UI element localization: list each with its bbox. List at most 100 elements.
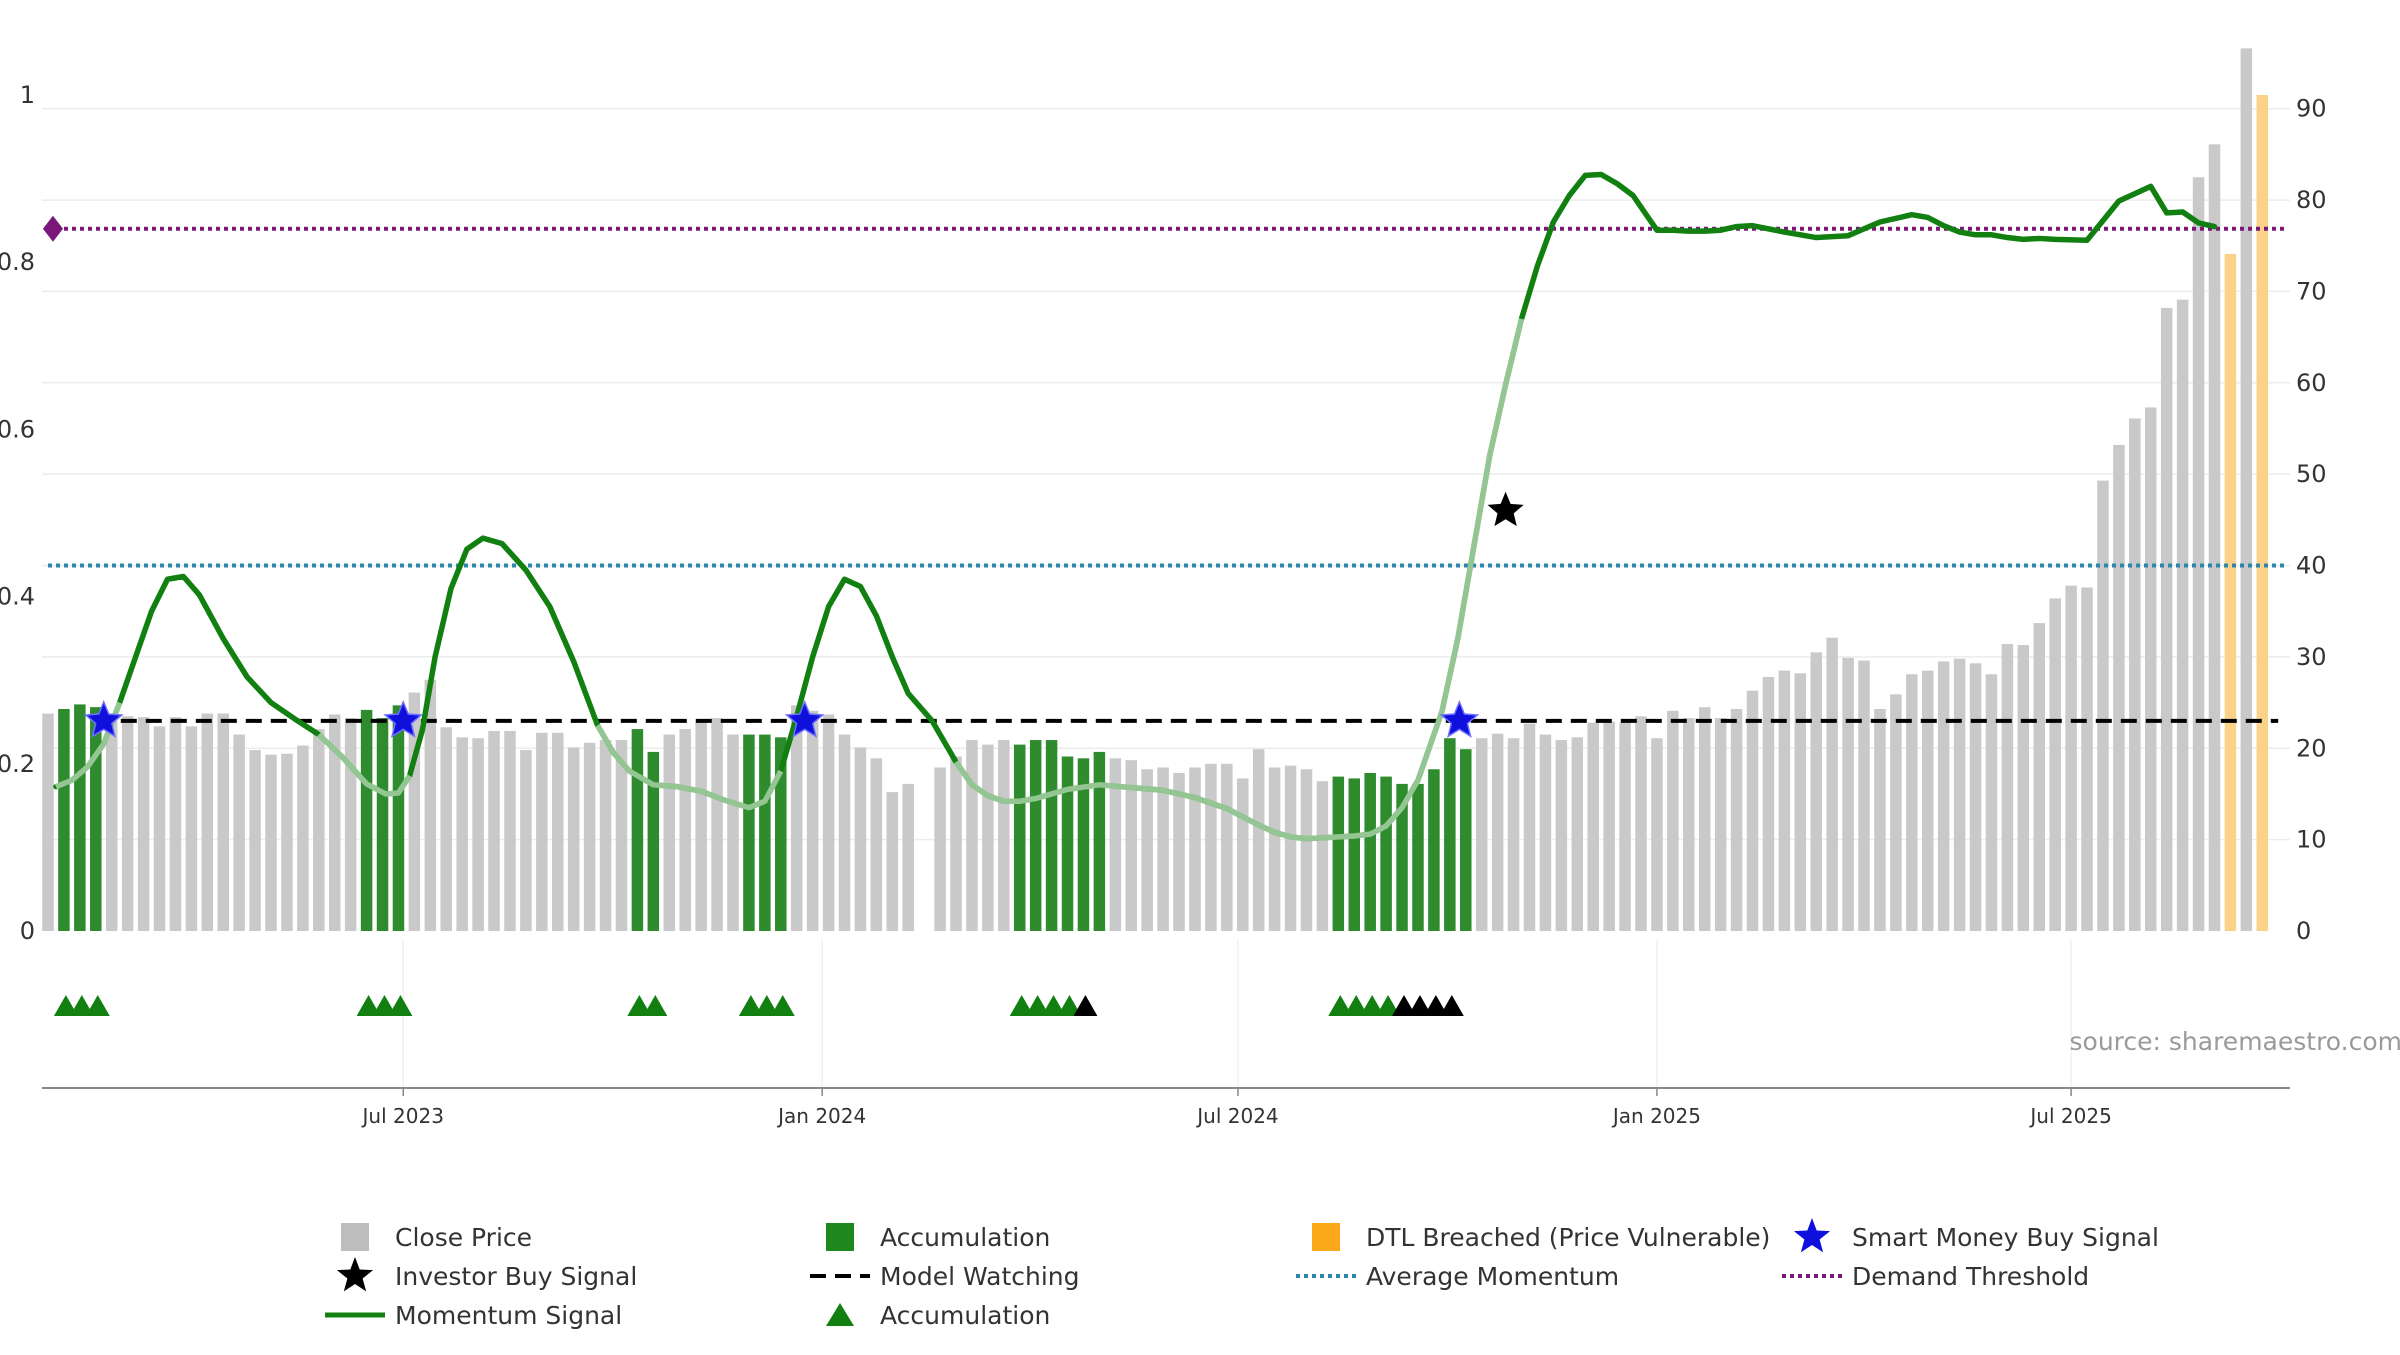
close-price-bar [1285,766,1297,931]
accumulation-bar [648,752,660,931]
legend-item: Close Price [341,1223,532,1252]
close-price-bar [982,745,994,931]
investor-buy-star [1488,492,1524,526]
legend-swatch-star [1794,1218,1830,1252]
close-price-bar [1826,638,1838,931]
accumulation-bar [1364,773,1376,931]
x-axis-tick-label: Jan 2025 [1611,1104,1701,1128]
close-price-bar [902,784,914,931]
close-price-bar [1922,671,1934,931]
close-price-bar [552,733,564,931]
close-price-bar [42,714,54,931]
close-price-bar [1747,691,1759,931]
left-axis-tick-label: 1 [20,81,35,109]
close-price-bar [2145,407,2157,931]
close-price-bar [855,747,867,931]
accumulation-bar [74,704,86,931]
legend-label: Investor Buy Signal [395,1262,637,1291]
close-price-bar [2161,308,2173,931]
close-price-bar [1699,707,1711,931]
dtl-breached-bar [2257,95,2269,931]
close-price-bar [1906,674,1918,931]
right-axis-tick-label: 10 [2296,826,2327,854]
smart-money-buy-star [1441,702,1477,736]
close-price-bar [1205,764,1217,931]
close-price-bar [2034,623,2046,931]
close-price-bar [122,716,133,931]
close-price-bar [1237,778,1249,931]
accumulation-triangle [643,995,667,1016]
legend-label: DTL Breached (Price Vulnerable) [1366,1223,1770,1252]
close-price-bar [488,731,500,931]
legend-item: Momentum Signal [325,1301,622,1330]
close-price-bar [839,735,851,931]
legend-item: Investor Buy Signal [337,1257,637,1291]
close-price-bar [441,727,453,931]
close-price-bar [934,767,946,931]
legend-swatch-square [826,1223,854,1251]
close-price-bar [679,729,691,931]
close-price-bar [456,737,468,931]
close-price-bar [1189,767,1201,931]
close-price-bar [711,718,723,931]
close-price-bar [1858,661,1870,931]
accumulation-bar [1428,769,1440,931]
bars [42,48,2268,931]
close-price-bar [1317,781,1329,931]
close-price-bar [1556,740,1568,931]
accumulation-bar [90,707,102,931]
close-price-bar [2129,418,2141,931]
accumulation-bar [1030,740,1042,931]
close-price-bar [265,755,277,931]
close-price-bar [1970,663,1982,931]
right-axis-tick-label: 40 [2296,552,2327,580]
close-price-bar [1492,734,1504,931]
close-price-bar [1619,723,1631,931]
legend-label: Accumulation [880,1301,1050,1330]
close-price-bar [313,729,325,931]
close-price-bar [2193,177,2205,931]
close-price-bar [887,792,899,931]
close-price-bar [695,722,707,931]
close-price-bar [217,714,229,931]
legend-item: Model Watching [810,1262,1080,1291]
accumulation-bar [1380,777,1392,931]
close-price-bar [472,738,484,931]
close-price-bar [1986,674,1998,931]
close-price-bar [2209,144,2221,931]
accumulation-bar [1349,778,1361,931]
close-price-bar [584,743,596,931]
close-price-bar [536,733,548,931]
accumulation-bar [393,705,405,931]
close-price-bar [1810,652,1822,931]
close-price-bar [520,750,532,931]
close-price-bar [1795,673,1807,931]
demand-threshold-diamond [43,216,63,242]
close-price-bar [2113,445,2125,931]
x-axis-tick-label: Jul 2025 [2028,1104,2111,1128]
close-price-bar [1524,724,1536,931]
close-price-bar [233,735,245,931]
right-axis-tick-label: 80 [2296,186,2327,214]
accumulation-bar [1046,740,1058,931]
close-price-bar [1842,658,1854,931]
left-axis-tick-label: 0 [20,917,35,945]
accumulation-bar [58,709,70,931]
legend-label: Smart Money Buy Signal [1852,1223,2159,1252]
right-axis-tick-label: 90 [2296,95,2327,123]
close-price-bar [2081,587,2093,931]
close-price-bar [664,735,676,931]
accumulation-bar [1094,752,1106,931]
close-price-bar [568,747,580,931]
close-price-bar [186,726,198,931]
close-price-bar [600,740,612,931]
accumulation-bar [1333,777,1345,931]
legend-label: Momentum Signal [395,1301,622,1330]
legend-item: Accumulation [826,1223,1050,1252]
close-price-bar [1221,764,1233,931]
right-axis-tick-label: 70 [2296,277,2327,305]
legend-item: Smart Money Buy Signal [1794,1218,2159,1252]
close-price-bar [1587,723,1599,931]
close-price-bar [2177,300,2189,931]
right-axis-tick-label: 50 [2296,460,2327,488]
